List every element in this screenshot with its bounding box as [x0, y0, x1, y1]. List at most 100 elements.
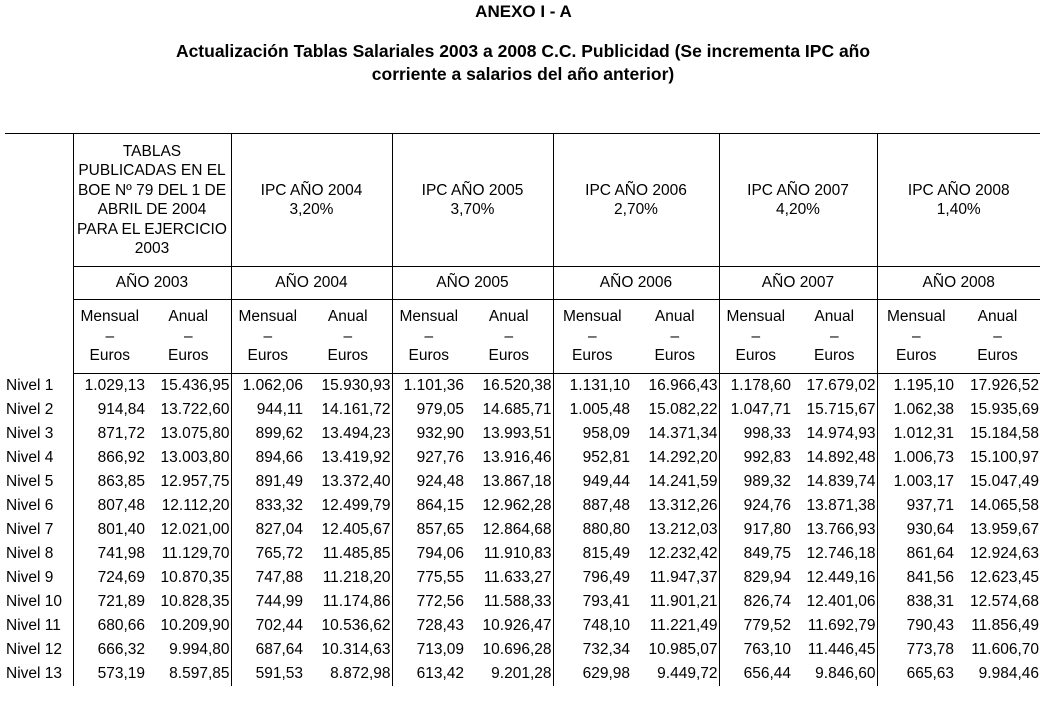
- unit-header-line: Mensual: [399, 308, 459, 326]
- annual-value-cell: 10.696,28: [465, 638, 554, 662]
- annual-value-cell: 13.993,51: [465, 422, 554, 446]
- monthly-value-cell: 724,69: [72, 566, 146, 590]
- ipc-header-2006: IPC AÑO 2006 2,70%: [553, 133, 720, 267]
- table-row: Nivel 7 801,40 12.021,00 827,04 12.405,67 857…: [5, 518, 1040, 542]
- monthly-value-cell: 917,80: [743, 521, 791, 538]
- unit-header-line: Euros: [572, 347, 613, 365]
- annual-value-cell: 11.446,45: [792, 638, 878, 662]
- table-row: Nivel 6 807,48 12.112,20 833,32 12.499,79 864…: [5, 494, 1040, 518]
- monthly-value-cell: 944,11: [256, 401, 303, 418]
- annual-value-cell: 13.916,46: [465, 446, 554, 470]
- monthly-value-cell: 591,53: [255, 665, 303, 682]
- ipc-rate: 3,70%: [450, 201, 495, 218]
- annual-value-cell: 14.974,93: [792, 422, 878, 446]
- monthly-value-cell: 666,32: [72, 638, 146, 662]
- monthly-euros-header: Mensual – Euros: [231, 299, 304, 374]
- monthly-value-cell: 952,81: [582, 449, 630, 466]
- annual-value-cell: 11.588,33: [465, 590, 554, 614]
- unit-header-line: –: [183, 327, 193, 345]
- year-header-row: AÑO 2003 AÑO 2004 AÑO 2005 AÑO 2006 AÑO …: [5, 266, 1040, 300]
- monthly-value-cell: 656,44: [743, 665, 791, 682]
- table-row: Nivel 3 871,72 13.075,80 899,62 13.494,23 932…: [5, 422, 1040, 446]
- ipc-label: IPC AÑO 2008: [907, 181, 1010, 199]
- annual-value-cell: 12.112,20: [146, 494, 232, 518]
- annual-value-cell: 13.766,93: [792, 518, 878, 542]
- monthly-value-cell: 949,44: [582, 473, 630, 490]
- unit-header-line: –: [670, 327, 680, 345]
- ipc-label: IPC AÑO 2004: [260, 181, 363, 199]
- annual-value-cell: 13.312,26: [631, 494, 720, 518]
- unit-header-line: –: [993, 327, 1002, 345]
- annual-value-cell: 12.232,42: [631, 542, 720, 566]
- unit-header-line: Mensual: [238, 308, 298, 326]
- unit-header-line: –: [424, 327, 434, 345]
- monthly-value-cell: 927,76: [416, 449, 464, 466]
- annual-value-cell: 11.485,85: [304, 542, 393, 566]
- unit-header-line: –: [911, 327, 921, 345]
- table-row: Nivel 11 680,66 10.209,90 702,44 10.536,62 72…: [5, 614, 1040, 638]
- monthly-value-cell: 763,10: [743, 641, 791, 658]
- monthly-euros-header: Mensual – Euros: [72, 299, 146, 374]
- annual-euros-header: Anual – Euros: [792, 299, 878, 374]
- annual-value-cell: 11.218,20: [304, 566, 393, 590]
- annual-value-cell: 9.846,60: [792, 662, 878, 686]
- monthly-value-cell: 838,31: [906, 593, 954, 610]
- monthly-value-cell: 849,75: [743, 545, 791, 562]
- unit-header-line: –: [343, 327, 353, 345]
- annual-value-cell: 11.174,86: [304, 590, 393, 614]
- table-row: Nivel 13 573,19 8.597,85 591,53 8.872,98 613,…: [5, 662, 1040, 686]
- salary-table: TABLAS PUBLICADAS EN EL BOE Nº 79 DEL 1 …: [5, 133, 1040, 686]
- unit-header-line: Euros: [977, 347, 1018, 365]
- monthly-euros-header: Mensual – Euros: [877, 299, 955, 374]
- level-label: Nivel 11: [6, 617, 61, 634]
- annual-value-cell: 13.003,80: [146, 446, 232, 470]
- unit-header-line: –: [263, 327, 273, 345]
- ipc-rate: 1,40%: [936, 201, 981, 218]
- annual-value-cell: 15.047,49: [970, 473, 1039, 490]
- monthly-value-cell: 1.029,13: [72, 373, 146, 398]
- monthly-value-cell: 932,90: [416, 425, 464, 442]
- annual-value-cell: 10.209,90: [146, 614, 232, 638]
- annual-value-cell: 8.597,85: [146, 662, 232, 686]
- annual-value-cell: 12.401,06: [792, 590, 878, 614]
- unit-header-line: Anual: [488, 308, 529, 326]
- annual-euros-header: Anual – Euros: [146, 299, 232, 374]
- unit-header-line: –: [105, 327, 115, 345]
- annual-value-cell: 15.436,95: [146, 373, 232, 398]
- ipc-header-2005: IPC AÑO 2005 3,70%: [392, 133, 554, 267]
- ipc-label: IPC AÑO 2005: [421, 181, 524, 199]
- year-header: AÑO 2007: [719, 266, 878, 300]
- monthly-value-cell: 775,55: [416, 569, 464, 586]
- monthly-value-cell: 1.131,10: [569, 377, 630, 394]
- monthly-euros-header: Mensual – Euros: [553, 299, 631, 374]
- unit-header-line: –: [829, 327, 839, 345]
- annual-value-cell: 11.901,21: [631, 590, 720, 614]
- annual-value-cell: 11.692,79: [792, 614, 878, 638]
- document-title-line-1: Actualización Tablas Salariales 2003 a 2…: [175, 41, 871, 61]
- annual-value-cell: 9.449,72: [631, 662, 720, 686]
- unit-header-line: Euros: [896, 347, 937, 365]
- unit-header-line: Euros: [735, 347, 777, 365]
- level-label: Nivel 13: [6, 665, 62, 682]
- annual-value-cell: 12.405,67: [304, 518, 393, 542]
- monthly-value-cell: 992,83: [743, 449, 791, 466]
- monthly-value-cell: 613,42: [416, 665, 464, 682]
- annual-value-cell: 15.100,97: [970, 449, 1039, 466]
- base-header-line: PUBLICADAS EN EL: [78, 162, 226, 179]
- ipc-rate: 4,20%: [776, 201, 820, 218]
- annual-value-cell: 14.371,34: [631, 422, 720, 446]
- level-label: Nivel 4: [6, 449, 54, 466]
- level-label: Nivel 7: [6, 521, 54, 538]
- table-row: Nivel 5 863,85 12.957,75 891,49 13.372,40 924…: [5, 470, 1040, 494]
- annual-value-cell: 13.867,18: [465, 470, 554, 494]
- annual-value-cell: 14.241,59: [631, 470, 720, 494]
- document-title: Actualización Tablas Salariales 2003 a 2…: [85, 40, 961, 86]
- table-row: Nivel 8 741,98 11.129,70 765,72 11.485,85 794…: [5, 542, 1040, 566]
- unit-header-line: Euros: [327, 347, 369, 365]
- year-header: AÑO 2006: [553, 266, 720, 300]
- monthly-value-cell: 924,76: [743, 497, 791, 514]
- annual-value-cell: 14.685,71: [465, 398, 554, 422]
- ipc-header-2004: IPC AÑO 2004 3,20%: [231, 133, 393, 267]
- unit-header-line: Anual: [327, 308, 368, 326]
- monthly-value-cell: 914,84: [72, 398, 146, 422]
